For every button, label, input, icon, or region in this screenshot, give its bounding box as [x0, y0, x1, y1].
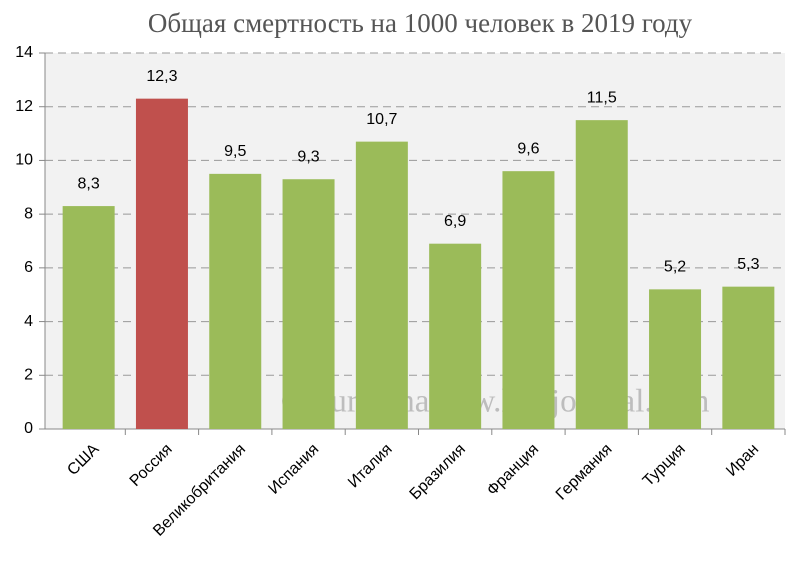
x-tick-label: Иран [723, 441, 762, 480]
x-tick-label: США [64, 441, 102, 479]
bar [209, 173, 262, 429]
bar [722, 286, 775, 429]
x-tick-label: Италия [345, 441, 396, 492]
x-tick-label: Россия [127, 441, 176, 490]
y-tick-label: 14 [15, 44, 33, 61]
bar [429, 243, 482, 429]
y-tick-label: 2 [24, 367, 33, 384]
y-tick-label: 12 [15, 98, 33, 115]
y-tick-label: 8 [24, 205, 33, 222]
x-tick-label: Франция [484, 441, 542, 499]
value-label: 5,2 [664, 259, 686, 276]
value-label: 12,3 [146, 68, 177, 85]
x-tick-label: Испания [265, 441, 322, 498]
bar [62, 206, 115, 429]
y-tick-label: 0 [24, 420, 33, 437]
x-tick-label: Бразилия [407, 441, 469, 503]
bar [135, 98, 188, 430]
value-label: 5,3 [737, 256, 759, 273]
x-tick-label: Германия [553, 441, 616, 504]
y-tick-label: 6 [24, 259, 33, 276]
bar [649, 289, 702, 429]
bar [355, 141, 408, 429]
value-label: 8,3 [78, 175, 100, 192]
bar [575, 120, 628, 430]
value-label: 6,9 [444, 213, 466, 230]
value-label: 11,5 [587, 89, 617, 106]
y-tick-label: 10 [15, 152, 33, 169]
watermark: © burckina-new.livejournal.com [281, 384, 710, 420]
value-label: 9,3 [297, 148, 319, 165]
value-label: 9,6 [517, 140, 539, 157]
bar [282, 179, 335, 429]
bar [502, 171, 555, 429]
y-tick-label: 4 [24, 313, 33, 330]
chart-title: Общая смертность на 1000 человек в 2019 … [148, 8, 693, 38]
value-label: 9,5 [224, 143, 246, 160]
value-label: 10,7 [366, 111, 397, 128]
x-tick-label: Турция [640, 441, 689, 490]
